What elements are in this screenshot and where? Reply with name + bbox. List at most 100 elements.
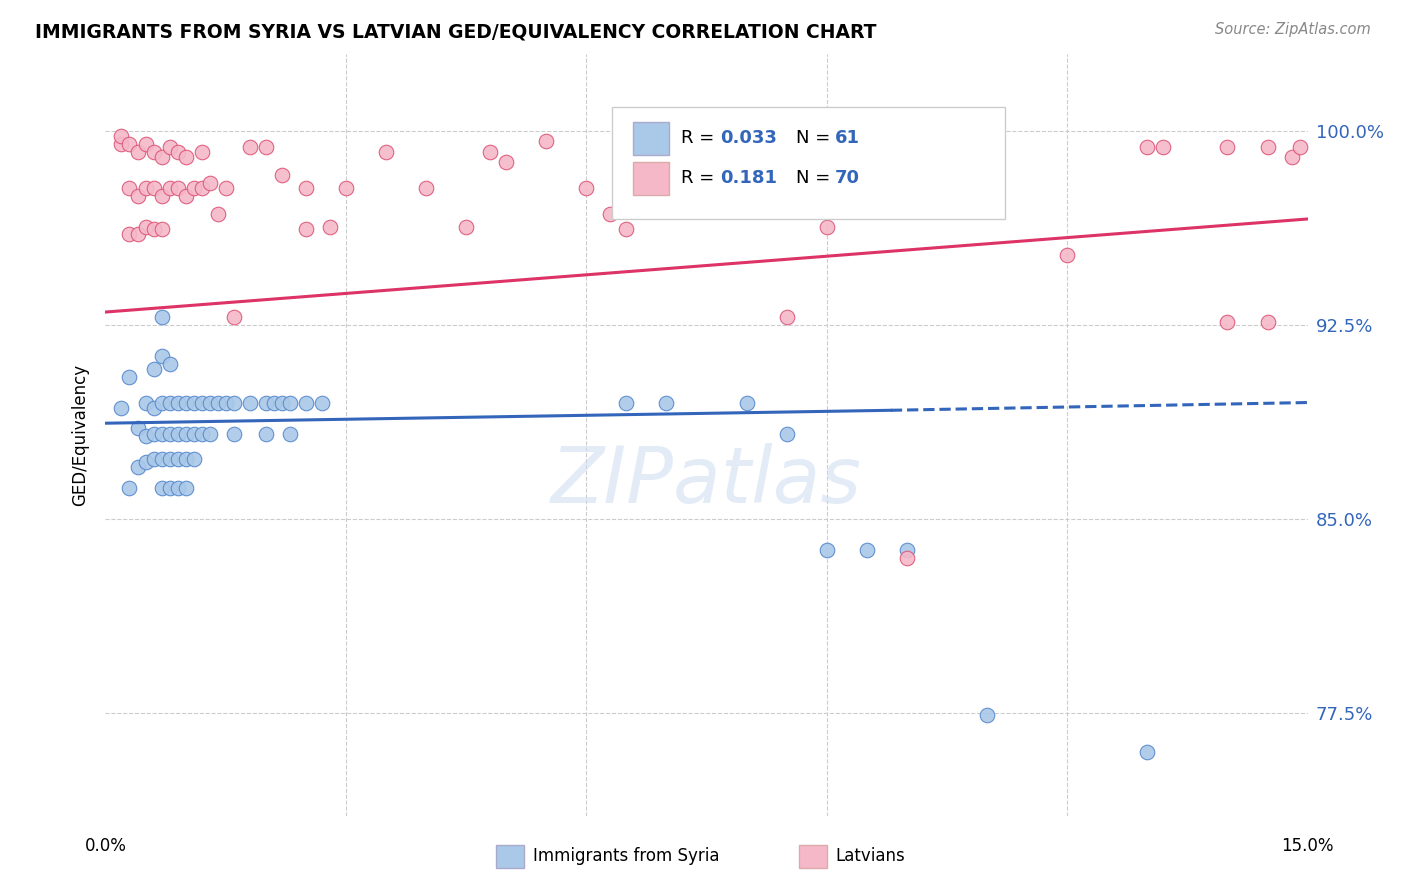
Point [735, 395, 758, 409]
Point [159, 426, 181, 441]
Point [174, 395, 197, 409]
Point [207, 395, 229, 409]
Point [166, 481, 188, 495]
Point [150, 426, 173, 441]
Point [142, 181, 165, 195]
Point [135, 395, 157, 409]
Point [855, 542, 877, 557]
Text: R =: R = [681, 129, 720, 147]
Point [150, 188, 173, 202]
Text: Immigrants from Syria: Immigrants from Syria [533, 847, 720, 865]
Point [239, 395, 262, 409]
Text: R =: R = [681, 169, 720, 187]
Point [815, 542, 838, 557]
Point [616, 395, 638, 409]
Point [295, 181, 318, 195]
Point [118, 136, 141, 151]
Text: 0.181: 0.181 [720, 169, 778, 187]
Text: N =: N = [796, 129, 835, 147]
Point [118, 369, 141, 384]
Point [190, 145, 212, 159]
Point [166, 452, 188, 467]
Point [135, 429, 157, 443]
Point [166, 426, 188, 441]
Point [166, 181, 188, 195]
Point [166, 145, 188, 159]
Point [776, 426, 799, 441]
Point [183, 181, 205, 195]
Point [150, 150, 173, 164]
Point [976, 708, 998, 723]
Point [150, 222, 173, 236]
Point [127, 421, 149, 435]
Point [127, 227, 149, 242]
Point [142, 145, 165, 159]
Point [127, 460, 149, 475]
Point [1216, 139, 1239, 153]
Point [110, 401, 132, 415]
Text: 70: 70 [835, 169, 860, 187]
Point [1056, 248, 1078, 262]
Point [319, 219, 342, 234]
Point [263, 395, 285, 409]
Point [270, 168, 292, 182]
Point [222, 310, 245, 325]
Text: 0.033: 0.033 [720, 129, 776, 147]
Point [1257, 139, 1279, 153]
Point [118, 227, 141, 242]
Point [335, 181, 357, 195]
Point [174, 481, 197, 495]
Point [479, 145, 502, 159]
Point [254, 395, 277, 409]
Point [142, 362, 165, 376]
Point [190, 181, 212, 195]
Point [270, 395, 292, 409]
Point [454, 219, 477, 234]
Point [190, 426, 212, 441]
Point [896, 542, 918, 557]
Y-axis label: GED/Equivalency: GED/Equivalency [72, 364, 90, 506]
Point [616, 222, 638, 236]
Point [1136, 139, 1159, 153]
Text: 0.0%: 0.0% [84, 837, 127, 855]
Point [118, 481, 141, 495]
Point [159, 395, 181, 409]
Point [1281, 150, 1303, 164]
Text: IMMIGRANTS FROM SYRIA VS LATVIAN GED/EQUIVALENCY CORRELATION CHART: IMMIGRANTS FROM SYRIA VS LATVIAN GED/EQU… [35, 22, 877, 41]
Point [174, 188, 197, 202]
Point [776, 310, 799, 325]
Point [150, 452, 173, 467]
Point [295, 222, 318, 236]
Point [142, 452, 165, 467]
Point [1288, 139, 1310, 153]
Text: N =: N = [796, 169, 835, 187]
Point [222, 395, 245, 409]
Point [214, 181, 236, 195]
Point [696, 181, 718, 195]
Point [150, 395, 173, 409]
Point [159, 139, 181, 153]
Point [142, 426, 165, 441]
Point [135, 455, 157, 469]
Text: ZIPatlas: ZIPatlas [551, 442, 862, 518]
Point [150, 481, 173, 495]
Point [1257, 315, 1279, 329]
Point [896, 550, 918, 565]
Point [534, 135, 557, 149]
Point [127, 188, 149, 202]
Point [183, 452, 205, 467]
Point [183, 426, 205, 441]
Point [278, 426, 301, 441]
Point [1152, 139, 1174, 153]
Point [166, 395, 188, 409]
Point [110, 129, 132, 144]
Point [278, 395, 301, 409]
Point [198, 426, 221, 441]
Point [159, 181, 181, 195]
Point [110, 136, 132, 151]
Point [655, 395, 678, 409]
Point [222, 426, 245, 441]
Point [150, 349, 173, 363]
Point [254, 139, 277, 153]
Point [1136, 745, 1159, 759]
